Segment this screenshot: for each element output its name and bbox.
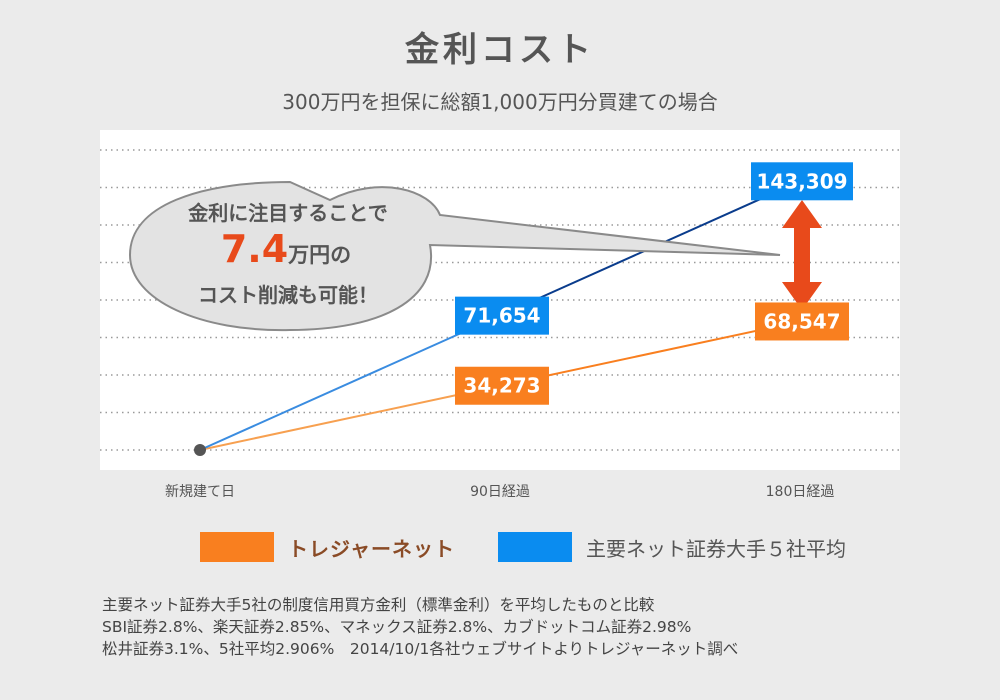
- origin-point: [194, 444, 206, 456]
- arrow-head-up: [782, 200, 822, 228]
- legend-item-treasure-net: トレジャーネット: [200, 532, 455, 562]
- data-label-box: [751, 162, 853, 201]
- data-label-box: [455, 366, 549, 405]
- footnote-line: 主要ネット証券大手5社の制度信用買方金利（標準金利）を平均したものと比較: [102, 596, 655, 614]
- series-line-segment: [499, 320, 801, 387]
- data-label-box: [755, 302, 849, 341]
- callout-line-1: 金利に注目することで: [187, 201, 387, 225]
- line-chart: 新規建て日 90日経過 180日経過 金利に注目することで 7.4万円の コスト削減…: [100, 130, 900, 500]
- data-label: 143,309: [756, 169, 847, 193]
- x-axis-ticks: 新規建て日 90日経過 180日経過: [165, 484, 834, 500]
- legend-swatch-blue: [498, 532, 572, 562]
- legend-swatch-orange: [200, 532, 274, 562]
- x-tick-label: 新規建て日: [165, 484, 235, 500]
- legend-item-major-average: 主要ネット証券大手５社平均: [498, 532, 846, 562]
- footnote-line: SBI証券2.8%、楽天証券2.85%、マネックス証券2.8%、カブドットコム証…: [102, 618, 692, 636]
- footnote-line: 松井証券3.1%、5社平均2.906% 2014/10/1各社ウェブサイトよりト…: [102, 640, 739, 658]
- data-label: 71,654: [463, 304, 540, 328]
- data-label: 68,547: [763, 309, 840, 333]
- arrow-head-down: [782, 282, 822, 310]
- callout-line-3: コスト削減も可能！: [198, 283, 378, 307]
- x-tick-label: 90日経過: [470, 484, 530, 500]
- callout-shape: [128, 180, 781, 332]
- chart-subtitle: 300万円を担保に総額1,000万円分買建ての場合: [282, 90, 718, 114]
- callout-line-2: 7.4万円の: [221, 227, 351, 271]
- series-line-segment: [199, 384, 501, 451]
- x-tick-label: 180日経過: [766, 484, 835, 500]
- data-label: 34,273: [463, 374, 540, 398]
- data-label-box: [455, 296, 549, 335]
- arrow-shaft: [794, 222, 810, 286]
- callout-bubble: 金利に注目することで 7.4万円の コスト削減も可能！: [128, 180, 781, 332]
- chart-title: 金利コスト: [405, 30, 595, 70]
- legend-label-major-average: 主要ネット証券大手５社平均: [586, 536, 846, 561]
- footnotes: 主要ネット証券大手5社の制度信用買方金利（標準金利）を平均したものと比較 SBI…: [102, 594, 738, 660]
- series-line-segment: [199, 314, 501, 451]
- legend-label-treasure-net: トレジャーネット: [288, 536, 455, 561]
- data-labels: 34,273 68,547 71,654 143,309: [455, 162, 853, 405]
- difference-arrow: [782, 200, 822, 310]
- callout-highlight-number: 7.4: [221, 227, 288, 271]
- callout-highlight-unit: 万円の: [287, 243, 351, 267]
- series-lines: [199, 180, 801, 451]
